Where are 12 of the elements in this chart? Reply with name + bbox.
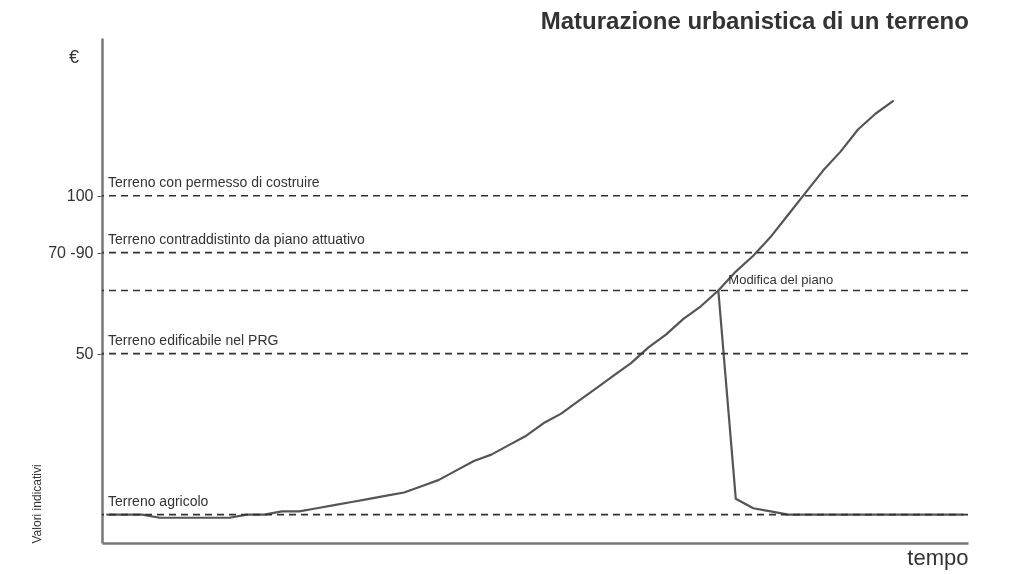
y-tick-label: 70 -90 <box>48 244 94 262</box>
x-axis-title: tempo <box>907 544 969 570</box>
ref-line-label: Terreno contraddistinto da piano attuativo <box>108 230 366 247</box>
ref-line-label: Terreno con permesso di costruire <box>108 173 320 190</box>
y-tick-label: 100 <box>66 187 94 205</box>
text: € <box>68 47 80 67</box>
y-axis-title: Valori indicativi <box>30 464 45 544</box>
ref-line-label: Terreno edificabile nel PRG <box>108 331 279 348</box>
ref-line-label: Terreno agricolo <box>108 492 209 509</box>
annotation: Modifica del piano <box>728 271 834 287</box>
y-tick-label: 50 <box>75 345 94 363</box>
chart-title: Maturazione urbanistica di un terreno <box>540 7 969 34</box>
